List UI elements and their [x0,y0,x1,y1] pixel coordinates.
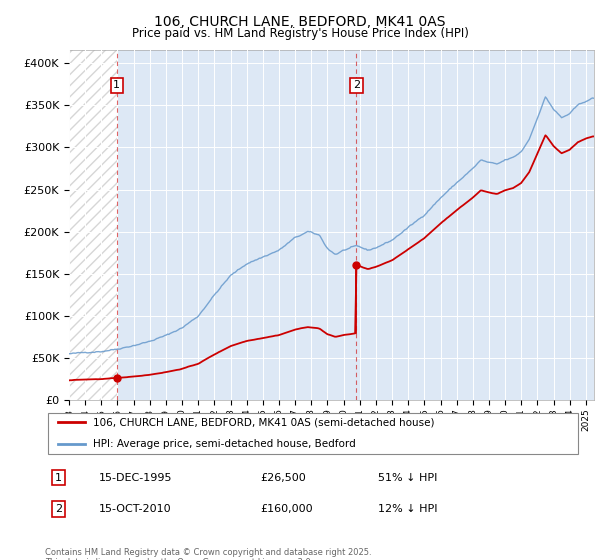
Text: 1: 1 [113,81,120,90]
Text: 15-DEC-1995: 15-DEC-1995 [98,473,172,483]
Text: 2: 2 [55,504,62,514]
Text: 12% ↓ HPI: 12% ↓ HPI [378,504,437,514]
Bar [69,50,117,400]
Text: 51% ↓ HPI: 51% ↓ HPI [378,473,437,483]
FancyBboxPatch shape [47,413,578,454]
Text: HPI: Average price, semi-detached house, Bedford: HPI: Average price, semi-detached house,… [94,440,356,450]
Text: Price paid vs. HM Land Registry's House Price Index (HPI): Price paid vs. HM Land Registry's House … [131,27,469,40]
Text: 1: 1 [55,473,62,483]
Text: 2: 2 [353,81,360,90]
Text: Contains HM Land Registry data © Crown copyright and database right 2025.
This d: Contains HM Land Registry data © Crown c… [45,548,371,560]
Text: £26,500: £26,500 [260,473,305,483]
Text: 106, CHURCH LANE, BEDFORD, MK41 0AS: 106, CHURCH LANE, BEDFORD, MK41 0AS [154,15,446,29]
Text: 15-OCT-2010: 15-OCT-2010 [98,504,172,514]
Text: 106, CHURCH LANE, BEDFORD, MK41 0AS (semi-detached house): 106, CHURCH LANE, BEDFORD, MK41 0AS (sem… [94,417,435,427]
Text: £160,000: £160,000 [260,504,313,514]
Bar [69,50,117,400]
